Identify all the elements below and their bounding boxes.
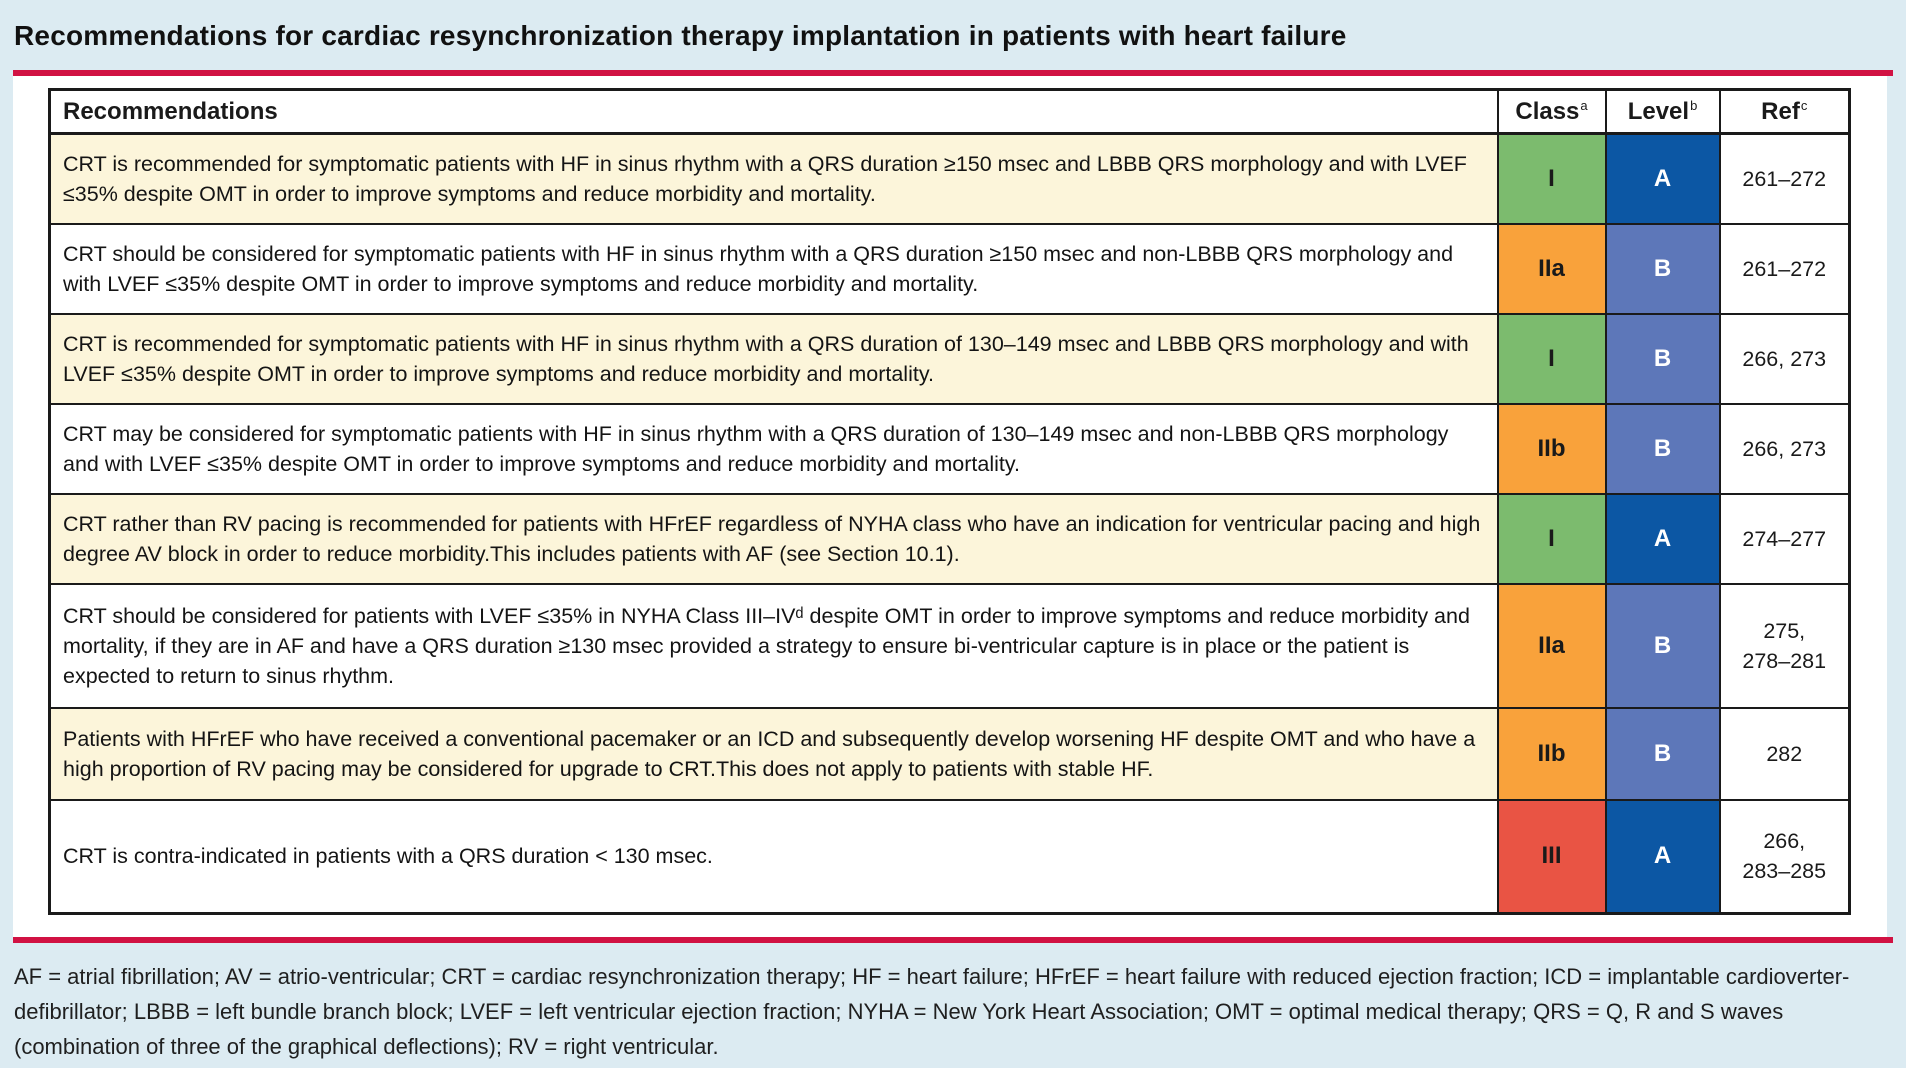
header-recommendations: Recommendations xyxy=(48,88,1499,135)
table-row: CRT may be considered for symptomatic pa… xyxy=(48,402,1851,495)
ref-value: 274–277 xyxy=(1718,492,1851,585)
top-rule xyxy=(13,70,1893,76)
ref-value: 261–272 xyxy=(1718,132,1851,225)
class-badge: IIb xyxy=(1496,402,1607,495)
ref-value: 261–272 xyxy=(1718,222,1851,315)
header-row: Recommendations Classa Levelb Refc xyxy=(48,88,1851,135)
recommendation-text: CRT rather than RV pacing is recommended… xyxy=(48,492,1499,585)
recommendation-text: CRT is recommended for symptomatic patie… xyxy=(48,312,1499,405)
bottom-rule xyxy=(13,937,1893,943)
class-badge: IIa xyxy=(1496,222,1607,315)
level-badge: B xyxy=(1604,706,1721,801)
recommendation-text: CRT is recommended for symptomatic patie… xyxy=(48,132,1499,225)
table-row: CRT is recommended for symptomatic patie… xyxy=(48,312,1851,405)
level-badge: A xyxy=(1604,798,1721,915)
ref-value: 266, 283–285 xyxy=(1718,798,1851,915)
recommendation-text: CRT may be considered for symptomatic pa… xyxy=(48,402,1499,495)
class-badge: I xyxy=(1496,492,1607,585)
class-badge: IIa xyxy=(1496,582,1607,709)
table-row: CRT should be considered for symptomatic… xyxy=(48,222,1851,315)
level-badge: B xyxy=(1604,582,1721,709)
recommendation-text: CRT is contra-indicated in patients with… xyxy=(48,798,1499,915)
recommendation-text: CRT should be considered for patients wi… xyxy=(48,582,1499,709)
table-row: CRT rather than RV pacing is recommended… xyxy=(48,492,1851,585)
table-row: CRT is contra-indicated in patients with… xyxy=(48,798,1851,915)
header-ref-superscript: c xyxy=(1800,97,1808,113)
table-row: CRT should be considered for patients wi… xyxy=(48,582,1851,709)
level-badge: B xyxy=(1604,222,1721,315)
class-badge: I xyxy=(1496,132,1607,225)
level-badge: B xyxy=(1604,402,1721,495)
header-level-label: Level xyxy=(1627,97,1690,125)
header-ref-label: Ref xyxy=(1761,97,1800,125)
header-class-superscript: a xyxy=(1580,97,1588,113)
level-badge: B xyxy=(1604,312,1721,405)
level-badge: A xyxy=(1604,492,1721,585)
recommendation-text: Patients with HFrEF who have received a … xyxy=(48,706,1499,801)
ref-value: 266, 273 xyxy=(1718,402,1851,495)
header-class-label: Class xyxy=(1515,97,1580,125)
recommendations-table: Recommendations Classa Levelb Refc CRT i… xyxy=(48,88,1851,915)
header-level-superscript: b xyxy=(1690,97,1698,113)
class-badge: I xyxy=(1496,312,1607,405)
table-row: CRT is recommended for symptomatic patie… xyxy=(48,132,1851,225)
header-level: Levelb xyxy=(1604,88,1721,135)
page-title: Recommendations for cardiac resynchroniz… xyxy=(14,20,1347,51)
content-panel: Recommendations Classa Levelb Refc CRT i… xyxy=(13,76,1887,937)
ref-value: 282 xyxy=(1718,706,1851,801)
class-badge: III xyxy=(1496,798,1607,915)
recommendation-text: CRT should be considered for symptomatic… xyxy=(48,222,1499,315)
abbreviations-footnote: AF = atrial fibrillation; AV = atrio-ven… xyxy=(14,964,1850,1059)
ref-value: 266, 273 xyxy=(1718,312,1851,405)
header-class: Classa xyxy=(1496,88,1607,135)
header-ref: Refc xyxy=(1718,88,1851,135)
level-badge: A xyxy=(1604,132,1721,225)
ref-value: 275, 278–281 xyxy=(1718,582,1851,709)
table-row: Patients with HFrEF who have received a … xyxy=(48,706,1851,801)
class-badge: IIb xyxy=(1496,706,1607,801)
